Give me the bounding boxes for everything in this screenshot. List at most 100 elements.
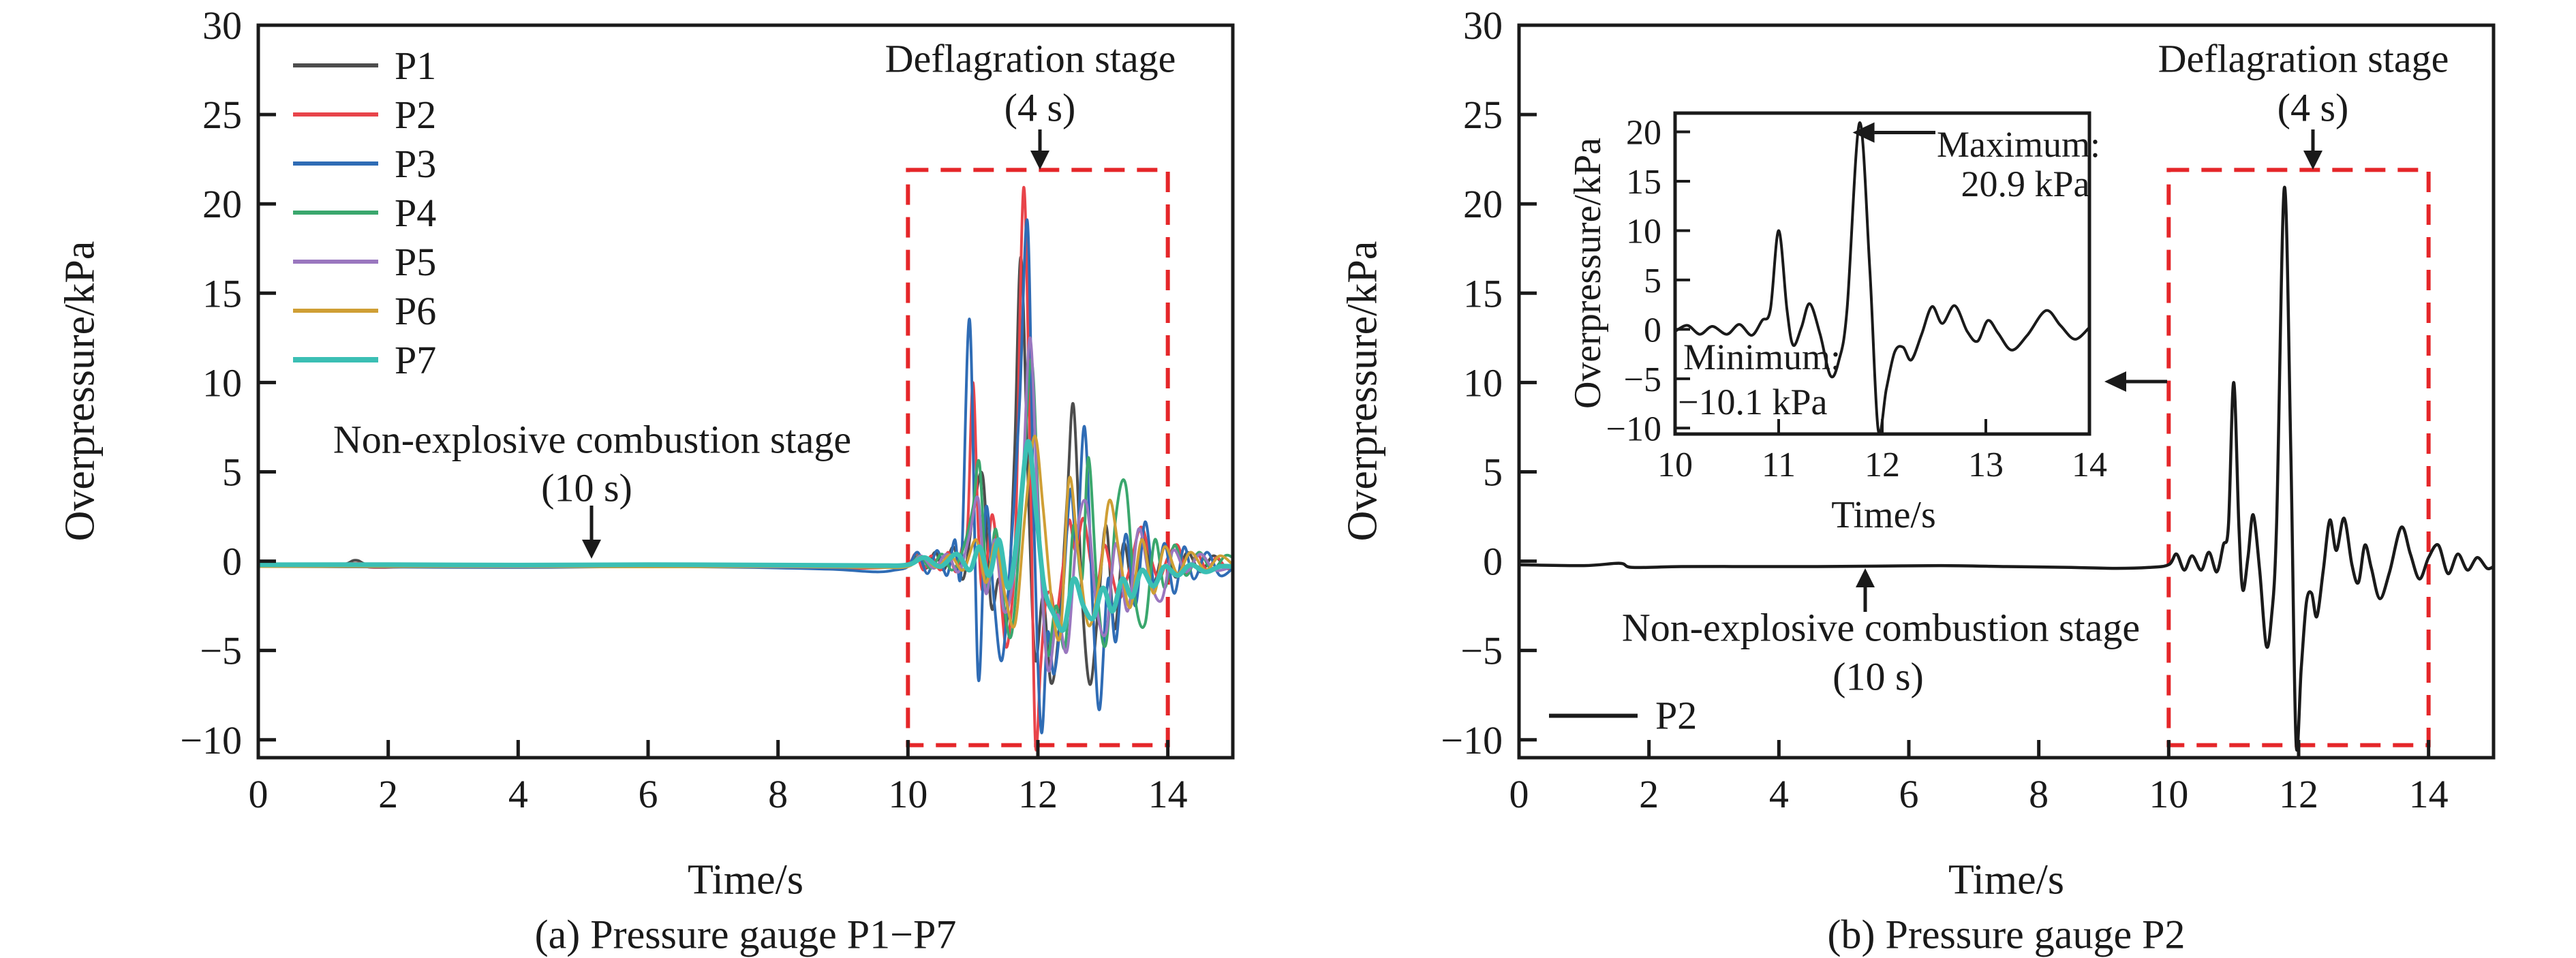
inset-y-tick-label-15: 15	[1626, 163, 1661, 202]
plot-frame-b	[1517, 23, 2496, 760]
x-tick-label-b-2: 2	[1639, 772, 1659, 816]
y-tick-label-a-15: 15	[202, 271, 242, 315]
x-tick-label-b-10: 10	[2149, 772, 2188, 816]
annotation-a-deflagration-line1: Deflagration stage	[885, 36, 1176, 81]
y-tick-label-a-5: 5	[222, 450, 242, 494]
x-tick-label-b-8: 8	[2029, 772, 2049, 816]
annotation-b-nonexplosive-line2: (10 s)	[1833, 654, 1924, 699]
y-tick-label-a--5: −5	[200, 629, 242, 673]
legend-item-P4: P4	[293, 188, 436, 237]
x-axis-label-a: Time/s	[687, 856, 804, 903]
y-axis-label-a: Overpressure/kPa	[57, 241, 104, 542]
y-tick-label-b--10: −10	[1441, 718, 1503, 762]
x-tick-label-b-14: 14	[2409, 772, 2449, 816]
y-tick-label-b-10: 10	[1463, 360, 1503, 405]
y-tick-label-b-25: 25	[1463, 93, 1503, 137]
legend-label-P4: P4	[395, 190, 437, 235]
x-tick-label-a-14: 14	[1148, 772, 1188, 816]
caption-b: (b) Pressure gauge P2	[1827, 912, 2186, 957]
annotation-a-deflagration-line2: (4 s)	[1004, 85, 1076, 130]
y-tick-label-a--10: −10	[180, 718, 242, 762]
y-tick-label-a-0: 0	[222, 540, 242, 584]
inset-x-tick-label-12: 12	[1865, 446, 1900, 484]
x-tick-label-a-8: 8	[768, 772, 788, 816]
series-line-b-P2	[1519, 185, 2494, 752]
x-tick-label-a-4: 4	[508, 772, 528, 816]
arrow-b-deflagration-head	[2303, 151, 2322, 170]
inset-y-tick-label--10: −10	[1606, 410, 1661, 448]
highlight-box-b	[2166, 168, 2431, 747]
series-line-a-P3	[258, 218, 1233, 735]
legend-label-P6: P6	[395, 288, 437, 333]
y-tick-label-a-20: 20	[202, 182, 242, 226]
inset-y-tick-label-0: 0	[1644, 311, 1661, 350]
x-tick-label-a-6: 6	[639, 772, 658, 816]
inset-pointer-arrow-head	[2104, 371, 2126, 392]
legend-swatch-P2	[293, 112, 378, 117]
legend-swatch-P6	[293, 309, 378, 313]
plot-frame-a	[256, 23, 1235, 760]
legend-a: P1 P2 P3 P4 P5 P6 P7	[293, 41, 436, 384]
y-axis-label-b: Overpressure/kPa	[1339, 241, 1386, 542]
legend-b: P2	[1549, 693, 1697, 739]
inset-y-tick-label-20: 20	[1626, 114, 1661, 153]
x-tick-label-b-12: 12	[2279, 772, 2318, 816]
legend-item-P2: P2	[293, 90, 436, 139]
inset-x-tick-label-11: 11	[1762, 446, 1796, 484]
annotation-b-nonexplosive-line1: Non-explosive combustion stage	[1621, 605, 2141, 650]
legend-label-P5: P5	[395, 239, 437, 284]
annotation-a-nonexplosive-line1: Non-explosive combustion stage	[333, 417, 852, 462]
inset-min-annotation-line1: Minimum:	[1683, 337, 1841, 377]
arrow-a-deflagration-head	[1030, 151, 1049, 170]
inset-y-axis-label: Overpressure/kPa	[1567, 137, 1609, 410]
x-tick-label-b-4: 4	[1769, 772, 1789, 816]
legend-item-P5: P5	[293, 237, 436, 286]
x-tick-label-a-0: 0	[249, 772, 269, 816]
y-tick-label-b-20: 20	[1463, 182, 1503, 226]
arrow-b-nonexplosive-head	[1856, 568, 1875, 587]
inset-y-tick-label--5: −5	[1624, 360, 1661, 399]
annotation-b-deflagration-line2: (4 s)	[2277, 85, 2349, 130]
legend-label-P2: P2	[395, 92, 437, 137]
inset-x-tick-label-14: 14	[2072, 446, 2107, 484]
x-tick-label-b-6: 6	[1899, 772, 1919, 816]
legend-line-p2	[1549, 713, 1638, 717]
series-line-a-P7	[258, 439, 1233, 633]
y-tick-label-a-30: 30	[202, 3, 242, 48]
inset-x-tick-label-13: 13	[1968, 446, 2004, 484]
inset-max-arrow-head	[1852, 122, 1875, 143]
x-tick-label-a-2: 2	[378, 772, 398, 816]
y-tick-label-b-15: 15	[1463, 271, 1503, 315]
legend-swatch-P1	[293, 63, 378, 67]
x-tick-label-b-0: 0	[1509, 772, 1529, 816]
y-tick-label-a-25: 25	[202, 93, 242, 137]
inset-x-axis-label: Time/s	[1831, 494, 1936, 536]
y-tick-label-b-30: 30	[1463, 3, 1503, 48]
x-tick-label-a-12: 12	[1018, 772, 1058, 816]
inset-x-tick-label-10: 10	[1657, 446, 1693, 484]
legend-label-P3: P3	[395, 141, 437, 186]
annotation-b-deflagration-line1: Deflagration stage	[2158, 36, 2449, 81]
y-tick-label-b--5: −5	[1460, 629, 1503, 673]
legend-label-p2: P2	[1655, 693, 1698, 738]
legend-label-P1: P1	[395, 43, 437, 88]
legend-swatch-P4	[293, 211, 378, 215]
y-tick-label-b-5: 5	[1483, 450, 1503, 494]
legend-swatch-P3	[293, 161, 378, 166]
inset-series-line-P2	[1675, 121, 2089, 434]
caption-a: (a) Pressure gauge P1−P7	[534, 912, 957, 957]
x-tick-label-a-10: 10	[888, 772, 927, 816]
legend-swatch-P5	[293, 260, 378, 264]
legend-item-P7: P7	[293, 335, 436, 384]
legend-item-P6: P6	[293, 286, 436, 335]
legend-item-P3: P3	[293, 139, 436, 188]
inset-max-annotation-line1: Maximum:	[1937, 124, 2100, 165]
legend-item-P1: P1	[293, 41, 436, 90]
arrow-a-nonexplosive-head	[582, 540, 601, 559]
y-tick-label-a-10: 10	[202, 360, 242, 405]
legend-swatch-P7	[293, 357, 378, 362]
legend-label-P7: P7	[395, 337, 437, 382]
annotation-a-nonexplosive-line2: (10 s)	[541, 465, 632, 510]
